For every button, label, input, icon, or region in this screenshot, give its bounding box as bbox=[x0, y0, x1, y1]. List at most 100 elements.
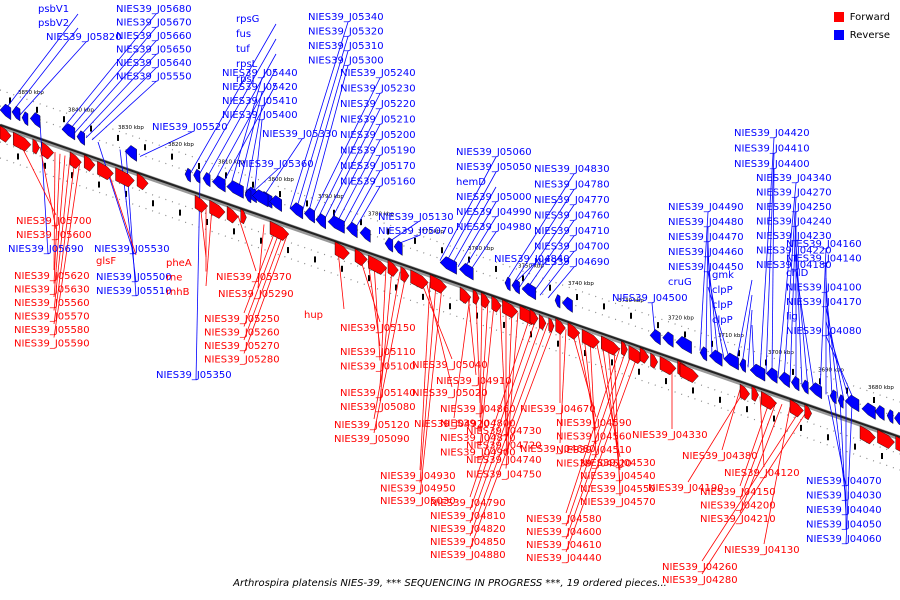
reverse-gene-arrow bbox=[521, 282, 537, 301]
scale-label: 3820 kbp bbox=[168, 142, 194, 148]
gene-label: NIES39_J04540 bbox=[580, 471, 656, 482]
leader-line bbox=[505, 310, 513, 455]
gene-label: rne bbox=[166, 273, 182, 284]
gene-label: NIES39_J04340 bbox=[756, 173, 832, 184]
gene-label: NIES39_J05680 bbox=[116, 4, 192, 15]
leader-line bbox=[53, 155, 66, 298]
reverse-gene-arrow bbox=[315, 213, 326, 230]
gene-label: clpP bbox=[712, 300, 733, 311]
legend-reverse: Reverse bbox=[833, 26, 890, 44]
gene-label: NIES39_J04860 bbox=[440, 404, 516, 415]
leader-line bbox=[499, 306, 507, 426]
leader-line bbox=[373, 273, 407, 434]
gene-label: NIES39_J04690 bbox=[534, 257, 610, 268]
gene-label: NIES39_J04040 bbox=[806, 505, 882, 516]
leader-line bbox=[825, 306, 845, 401]
leader-line bbox=[735, 279, 753, 364]
reverse-gene-arrow bbox=[29, 112, 41, 129]
forward-gene-arrow bbox=[480, 291, 490, 309]
gene-label: NIES39_J05160 bbox=[340, 177, 416, 188]
gene-label: NIES39_J04990 bbox=[456, 207, 532, 218]
leader-line bbox=[825, 277, 833, 397]
scale-label: 3720 kbp bbox=[668, 316, 694, 322]
dotted-track bbox=[0, 157, 900, 471]
reverse-gene-arrow bbox=[359, 226, 371, 243]
gene-label: NIES39_J05630 bbox=[14, 285, 90, 296]
gene-label: NIES39_J05260 bbox=[204, 328, 280, 339]
gene-label: NIES39_J04720 bbox=[466, 441, 542, 452]
gene-label: NIES39_J05000 bbox=[456, 192, 532, 203]
reverse-gene-arrow bbox=[791, 376, 800, 392]
gene-label: pheA bbox=[166, 258, 192, 269]
gene-label: NIES39_J05080 bbox=[340, 402, 416, 413]
reverse-gene-arrow bbox=[765, 367, 778, 384]
leader-line bbox=[505, 312, 519, 469]
leader-line bbox=[825, 292, 839, 399]
reverse-gene-arrow bbox=[184, 167, 191, 183]
leader-line bbox=[261, 138, 303, 200]
reverse-gene-arrow bbox=[723, 352, 739, 371]
leader-line bbox=[699, 211, 709, 351]
gene-label: NIES39_J04410 bbox=[734, 144, 810, 155]
leader-line bbox=[229, 77, 263, 188]
forward-gene-arrow bbox=[69, 151, 82, 169]
leader-line bbox=[253, 119, 263, 197]
leader-line bbox=[565, 347, 621, 514]
gene-label: NIES39_J04200 bbox=[700, 501, 776, 512]
leader-line bbox=[107, 170, 137, 256]
reverse-gene-arrow bbox=[439, 256, 457, 275]
forward-gene-arrow bbox=[659, 355, 677, 376]
leader-line bbox=[783, 197, 797, 380]
reverse-gene-arrow bbox=[749, 363, 766, 382]
gene-label: NIES39_J04420 bbox=[734, 128, 810, 139]
leader-line bbox=[53, 152, 56, 271]
gene-label: NIES39_J05570 bbox=[14, 312, 90, 323]
leader-line bbox=[479, 300, 483, 418]
leader-line bbox=[795, 269, 815, 391]
scale-label: 3690 kbp bbox=[818, 368, 844, 374]
leader-line bbox=[479, 304, 495, 447]
forward-gene-arrow bbox=[761, 391, 777, 410]
reverse-gene-arrow bbox=[0, 103, 12, 121]
gene-label: NIES39_J05330 bbox=[262, 129, 338, 140]
leader-line bbox=[765, 153, 775, 374]
gene-label: NIES39_J04590 bbox=[556, 418, 632, 429]
leader-line bbox=[819, 248, 827, 393]
leader-line bbox=[827, 394, 847, 487]
scale-label: 3840 kbp bbox=[68, 108, 94, 114]
gene-label: NIES39_J05270 bbox=[204, 341, 280, 352]
gene-label: rnhB bbox=[166, 287, 190, 298]
gene-label: rpsG bbox=[236, 14, 259, 25]
gene-label: psbV1 bbox=[38, 4, 69, 15]
leader-line bbox=[213, 68, 277, 183]
leader-line bbox=[565, 354, 639, 553]
gene-label: NIES39_J04730 bbox=[466, 426, 542, 437]
leader-line bbox=[197, 38, 277, 177]
reverse-gene-arrow bbox=[675, 336, 692, 355]
gene-label: NIES39_J04710 bbox=[534, 226, 610, 237]
reverse-gene-arrow bbox=[778, 371, 790, 389]
leader-line bbox=[739, 403, 783, 514]
reverse-gene-arrow bbox=[384, 237, 394, 253]
gene-label: NIES39_J04820 bbox=[430, 524, 506, 535]
leader-line bbox=[245, 105, 263, 194]
gene-label: NIES39_J05210 bbox=[340, 115, 416, 126]
leader-line bbox=[651, 302, 656, 336]
reverse-gene-arrow bbox=[801, 379, 809, 395]
reverse-gene-arrow bbox=[554, 294, 561, 309]
reverse-gene-arrow bbox=[511, 279, 520, 295]
gene-label: NIES39_J04080 bbox=[786, 326, 862, 337]
forward-gene-arrow bbox=[679, 362, 699, 383]
gene-label: hemD bbox=[456, 177, 486, 188]
leader-line bbox=[243, 231, 285, 341]
leader-line bbox=[307, 65, 349, 215]
leader-line bbox=[323, 108, 381, 221]
gene-label: NIES39_J05520 bbox=[152, 122, 228, 133]
gene-label: NIES39_J05300 bbox=[308, 56, 384, 67]
leader-line bbox=[565, 349, 627, 527]
gene-label: NIES39_J05110 bbox=[340, 347, 416, 358]
leader-lines bbox=[4, 13, 857, 575]
gene-label: NIES39_J05660 bbox=[116, 31, 192, 42]
gene-label: NIES39_J04480 bbox=[668, 217, 744, 228]
reverse-gene-arrow bbox=[649, 329, 661, 346]
